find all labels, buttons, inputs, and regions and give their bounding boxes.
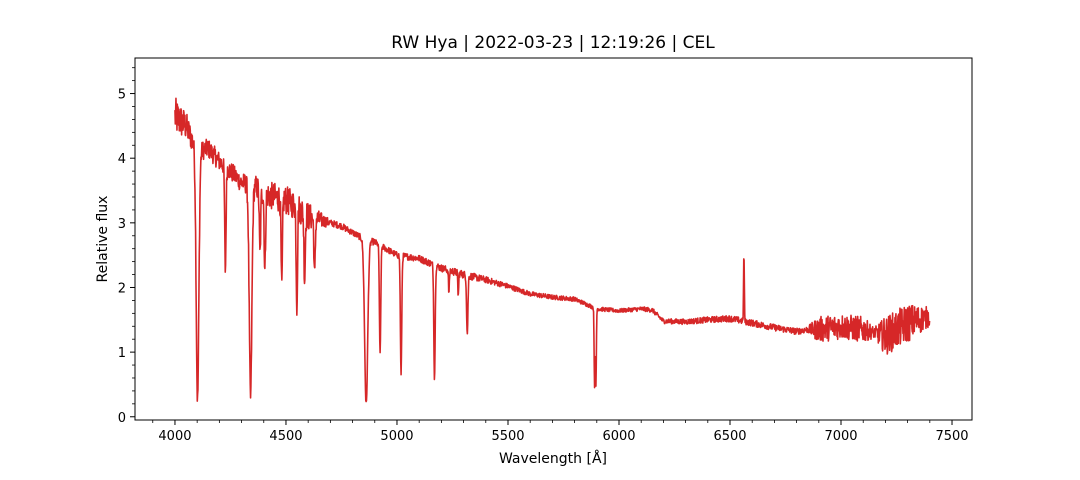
y-tick-label: 1 bbox=[118, 346, 126, 361]
y-tick-label: 3 bbox=[118, 217, 126, 232]
chart-title: RW Hya | 2022-03-23 | 12:19:26 | CEL bbox=[391, 33, 715, 53]
x-axis-label: Wavelength [Å] bbox=[499, 450, 607, 467]
x-tick-label: 4500 bbox=[269, 429, 302, 444]
y-axis-label: Relative flux bbox=[95, 196, 111, 283]
plot-frame bbox=[134, 57, 973, 421]
y-tick-label: 5 bbox=[118, 88, 126, 103]
x-tick-label: 6500 bbox=[713, 429, 746, 444]
y-tick-label: 4 bbox=[118, 152, 126, 167]
y-tick-label: 0 bbox=[118, 411, 126, 426]
x-tick-label: 5000 bbox=[380, 429, 413, 444]
x-axis-ticks: 4000 4500 5000 5500 6000 6500 7000 7500 bbox=[152, 420, 969, 444]
plot-area bbox=[174, 97, 931, 403]
x-tick-label: 7500 bbox=[935, 429, 968, 444]
y-tick-label: 2 bbox=[118, 281, 126, 296]
x-tick-label: 7000 bbox=[824, 429, 857, 444]
x-tick-label: 4000 bbox=[158, 429, 191, 444]
x-tick-label: 5500 bbox=[491, 429, 524, 444]
x-tick-label: 6000 bbox=[602, 429, 635, 444]
spectrum-series-line bbox=[174, 97, 931, 403]
